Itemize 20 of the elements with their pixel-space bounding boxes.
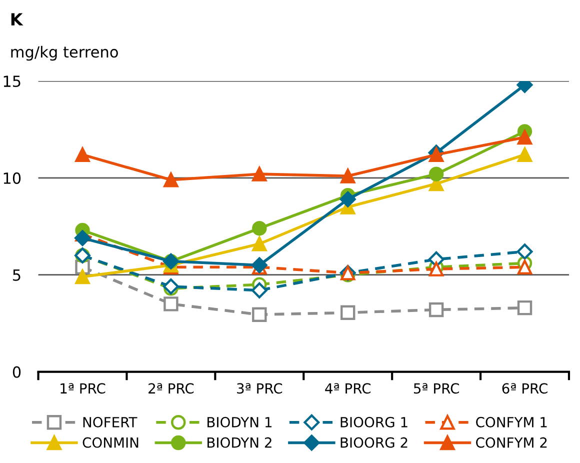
y-tick-label: 5 bbox=[13, 270, 20, 281]
legend-label: CONFYM 2 bbox=[476, 437, 547, 448]
y-tick-label: 15 bbox=[4, 76, 20, 88]
legend-label: BIOORG 2 bbox=[340, 437, 408, 448]
legend-label: CONFYM 1 bbox=[476, 416, 547, 428]
legend-label: NOFERT bbox=[83, 416, 138, 428]
x-tick-label: 2ª PRC bbox=[148, 383, 194, 394]
x-tick-label: 3ª PRC bbox=[237, 383, 282, 394]
legend-label: BIODYN 1 bbox=[208, 416, 272, 428]
x-tick-label: 1ª PRC bbox=[60, 383, 106, 394]
y-tick-label: 0 bbox=[12, 366, 21, 378]
x-tick-label: 6ª PRC bbox=[502, 383, 548, 394]
legend-label: BIODYN 2 bbox=[208, 437, 272, 448]
y-tick-label: 10 bbox=[4, 172, 21, 184]
legend-label: CONMIN bbox=[82, 437, 138, 448]
x-tick-label: 5ª PRC bbox=[414, 383, 459, 394]
y-axis-title: mg/kg terreno bbox=[11, 46, 118, 61]
legend-label: BIOORG 1 bbox=[340, 416, 408, 428]
x-tick-label: 4ª PRC bbox=[325, 383, 371, 394]
chart-title: K bbox=[11, 13, 24, 26]
